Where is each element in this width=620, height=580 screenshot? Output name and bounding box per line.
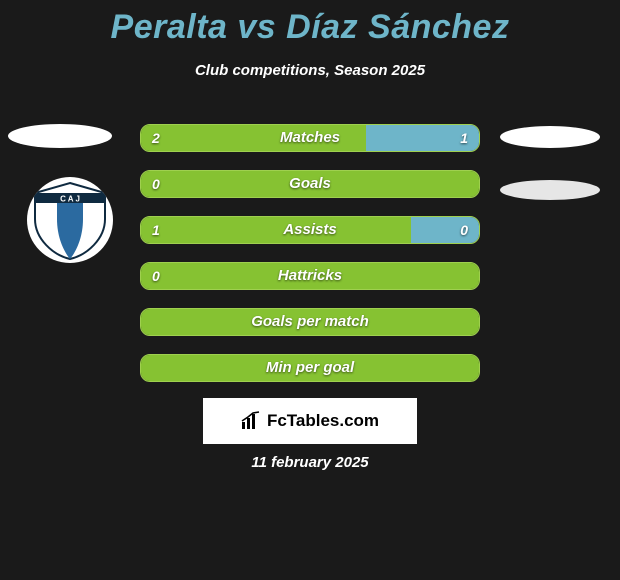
- subtitle: Club competitions, Season 2025: [0, 62, 620, 79]
- date-line: 11 february 2025: [0, 454, 620, 471]
- stat-bar-left-segment: [141, 309, 479, 335]
- comparison-title: Peralta vs Díaz Sánchez: [0, 8, 620, 47]
- stat-row: Matches21: [140, 124, 480, 152]
- player-left-photo-placeholder: [8, 124, 112, 148]
- stat-bar-left-segment: [141, 171, 479, 197]
- vs-label: vs: [237, 8, 276, 46]
- svg-text:C A J: C A J: [60, 195, 80, 204]
- club-crest-left: C A J: [27, 177, 113, 263]
- stat-row: Hattricks0: [140, 262, 480, 290]
- stat-bar-track: [140, 308, 480, 336]
- stat-bar-right-segment: [366, 125, 479, 151]
- player-left-name: Peralta: [111, 8, 228, 46]
- branding-badge: FcTables.com: [203, 398, 417, 444]
- stat-row: Goals0: [140, 170, 480, 198]
- player-right-name: Díaz Sánchez: [286, 8, 509, 46]
- branding-text: FcTables.com: [267, 411, 379, 431]
- stat-row: Min per goal: [140, 354, 480, 382]
- stat-bar-left-segment: [141, 263, 479, 289]
- stat-row: Goals per match: [140, 308, 480, 336]
- player-right-photo-placeholder-2: [500, 180, 600, 200]
- bars-icon: [241, 411, 261, 431]
- shield-icon: C A J: [27, 177, 113, 263]
- stat-bar-left-segment: [141, 217, 411, 243]
- stat-bar-left-segment: [141, 355, 479, 381]
- stat-bar-right-segment: [411, 217, 479, 243]
- stat-bar-track: [140, 124, 480, 152]
- infographic-canvas: Peralta vs Díaz Sánchez Club competition…: [0, 0, 620, 580]
- stat-bar-track: [140, 216, 480, 244]
- stat-bar-track: [140, 354, 480, 382]
- stat-bar-left-segment: [141, 125, 366, 151]
- stat-row: Assists10: [140, 216, 480, 244]
- stat-bar-track: [140, 170, 480, 198]
- stat-bar-track: [140, 262, 480, 290]
- player-right-photo-placeholder-1: [500, 126, 600, 148]
- stat-bars-container: Matches21 Goals0 Assists10 Hattricks0 Goals …: [140, 124, 480, 400]
